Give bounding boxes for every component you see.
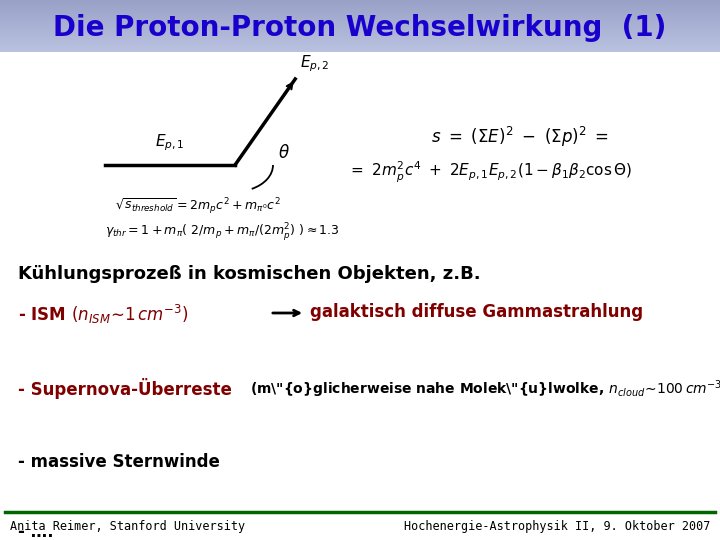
Bar (0, 5, 720, 6)
Text: - ISM $(n_{ISM}\!\sim\!1\,cm^{-3})$: - ISM $(n_{ISM}\!\sim\!1\,cm^{-3})$ (18, 303, 189, 326)
Bar (0, 47, 720, 48)
Bar (0, 13, 720, 14)
Text: $E_{p,1}$: $E_{p,1}$ (156, 132, 185, 153)
Bar (0, 28, 720, 29)
Bar (0, 45, 720, 46)
Bar (0, 33, 720, 34)
Bar (0, 8, 720, 9)
Text: galaktisch diffuse Gammastrahlung: galaktisch diffuse Gammastrahlung (310, 303, 643, 321)
Bar (0, 35, 720, 36)
Bar (0, 11, 720, 12)
Bar (0, 1, 720, 2)
Bar (0, 10, 720, 11)
Bar (0, 14, 720, 15)
Bar (0, 0, 720, 1)
Bar (0, 42, 720, 43)
Bar (0, 6, 720, 7)
Text: Hochenergie-Astrophysik II, 9. Oktober 2007: Hochenergie-Astrophysik II, 9. Oktober 2… (404, 520, 710, 533)
Bar (0, 39, 720, 40)
Bar (0, 29, 720, 30)
Bar (0, 2, 720, 3)
Bar (0, 17, 720, 18)
Bar (0, 22, 720, 23)
Text: $\gamma_{thr} = 1+m_\pi(\ 2/m_p+m_\pi/(2m_p^2)\ )\approx 1.3$: $\gamma_{thr} = 1+m_\pi(\ 2/m_p+m_\pi/(2… (105, 221, 340, 243)
Bar (0, 41, 720, 42)
Text: - ….: - …. (18, 523, 53, 540)
Bar (0, 40, 720, 41)
Text: $E_{p,2}$: $E_{p,2}$ (300, 53, 330, 74)
Bar (0, 16, 720, 17)
Bar (0, 21, 720, 22)
Bar (0, 23, 720, 24)
Bar (0, 31, 720, 32)
Bar (0, 7, 720, 8)
Bar (0, 43, 720, 44)
Bar (0, 3, 720, 4)
Text: Kühlungsprozeß in kosmischen Objekten, z.B.: Kühlungsprozeß in kosmischen Objekten, z… (18, 265, 481, 283)
Text: Die Proton-Proton Wechselwirkung  (1): Die Proton-Proton Wechselwirkung (1) (53, 14, 667, 42)
Text: $=\ 2m_p^2c^4\ +\ 2E_{p,1}E_{p,2}(1-\beta_1\beta_2\cos\Theta)$: $=\ 2m_p^2c^4\ +\ 2E_{p,1}E_{p,2}(1-\bet… (348, 160, 632, 185)
Text: - Supernova-Überreste: - Supernova-Überreste (18, 378, 232, 399)
Text: $\sqrt{s_{threshold}}=2m_pc^2+m_{\pi^0}c^2$: $\sqrt{s_{threshold}}=2m_pc^2+m_{\pi^0}c… (115, 197, 281, 217)
Bar (0, 4, 720, 5)
Bar (0, 46, 720, 47)
Bar (0, 15, 720, 16)
Bar (0, 19, 720, 20)
Bar (0, 48, 720, 49)
Bar (0, 12, 720, 13)
Bar (0, 20, 720, 21)
Text: Anita Reimer, Stanford University: Anita Reimer, Stanford University (10, 520, 245, 533)
Text: $\theta$: $\theta$ (278, 144, 290, 162)
Bar (0, 0, 720, 52)
Bar (0, 36, 720, 37)
Bar (0, 44, 720, 45)
Text: - massive Sternwinde: - massive Sternwinde (18, 453, 220, 471)
Bar (0, 9, 720, 10)
Text: $s\ =\ (\Sigma E)^2\ -\ (\Sigma p)^2\ =$: $s\ =\ (\Sigma E)^2\ -\ (\Sigma p)^2\ =$ (431, 125, 609, 149)
Bar (0, 38, 720, 39)
Bar (0, 18, 720, 19)
Text: (m\"{o}glicherweise nahe Molek\"{u}lwolke, $n_{cloud}\!\sim\!100\,cm^{-3}$): (m\"{o}glicherweise nahe Molek\"{u}lwolk… (250, 378, 720, 400)
Bar (0, 50, 720, 51)
Bar (0, 30, 720, 31)
Bar (0, 27, 720, 28)
Bar (0, 25, 720, 26)
Bar (0, 34, 720, 35)
Bar (0, 49, 720, 50)
Bar (0, 32, 720, 33)
Bar (0, 24, 720, 25)
Bar (0, 37, 720, 38)
Bar (0, 51, 720, 52)
Bar (0, 26, 720, 27)
